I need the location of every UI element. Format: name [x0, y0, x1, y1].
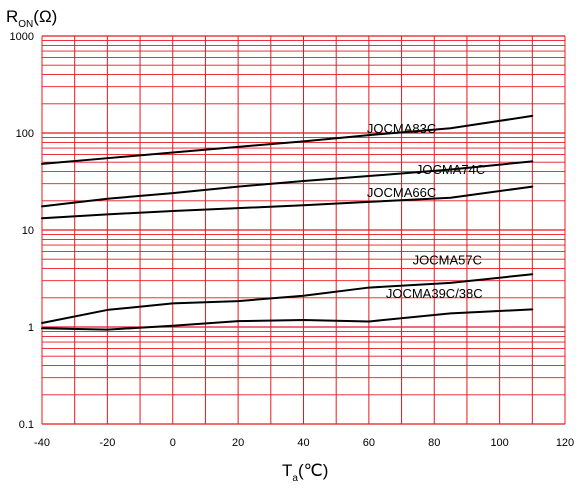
x-tick-label: 40 — [297, 437, 309, 449]
y-axis-title-sub: ON — [18, 19, 33, 30]
series-lines — [41, 114, 534, 331]
tick-labels: -40 -20 0 20 40 60 80 100 120 0.1 1 10 100 1000 — [10, 31, 575, 449]
x-tick-label: 60 — [363, 437, 375, 449]
y-tick-label: 1 — [28, 322, 34, 334]
svg-text:Ta(℃): Ta(℃) — [282, 461, 328, 484]
series-label: JOCMA39C/38C — [386, 286, 483, 301]
x-tick-label: 0 — [170, 437, 176, 449]
y-axis-title: RON(Ω) — [6, 7, 57, 30]
series-line — [41, 160, 534, 208]
series-label: JOCMA74C — [416, 162, 485, 177]
x-axis-title-sub: a — [292, 473, 298, 484]
svg-text:RON(Ω): RON(Ω) — [6, 7, 57, 30]
y-tick-label: 0.1 — [19, 419, 34, 431]
series-line — [41, 273, 534, 324]
series-line — [41, 114, 534, 165]
x-axis-title-unit: (℃) — [298, 461, 328, 480]
series-label: JOCMA66C — [367, 185, 436, 200]
x-tick-label: 120 — [556, 437, 574, 449]
y-tick-label: 10 — [22, 225, 34, 237]
x-axis-title: Ta(℃) — [282, 461, 328, 484]
x-tick-label: -20 — [99, 437, 115, 449]
y-tick-label: 100 — [16, 128, 34, 140]
x-tick-label: 100 — [490, 437, 508, 449]
y-tick-label: 1000 — [10, 31, 34, 43]
series-line — [41, 185, 534, 220]
series-labels: JOCMA83C JOCMA74C JOCMA66C JOCMA57C JOCMA39C… — [367, 121, 485, 301]
grid — [41, 35, 566, 425]
x-tick-label: -40 — [34, 437, 50, 449]
x-tick-label: 80 — [428, 437, 440, 449]
x-tick-label: 20 — [232, 437, 244, 449]
y-axis-title-main: R — [6, 7, 18, 26]
y-axis-title-unit: (Ω) — [33, 7, 57, 26]
series-label: JOCMA83C — [367, 121, 436, 136]
x-axis-title-main: T — [282, 461, 292, 480]
series-line — [41, 308, 534, 331]
series-label: JOCMA57C — [413, 253, 482, 268]
